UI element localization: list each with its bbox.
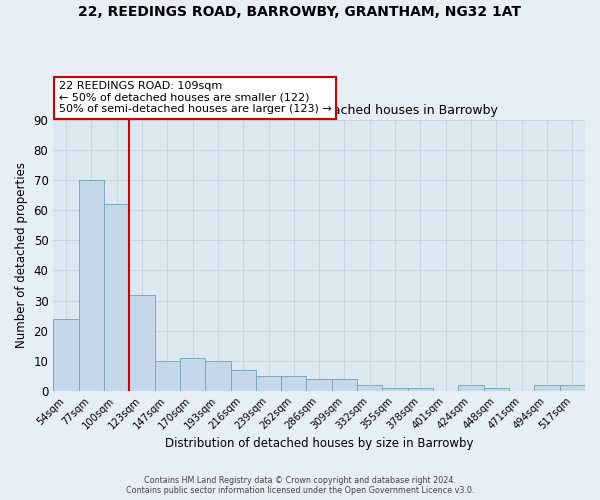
Bar — [560, 385, 585, 391]
Bar — [484, 388, 509, 391]
Text: 22 REEDINGS ROAD: 109sqm
← 50% of detached houses are smaller (122)
50% of semi-: 22 REEDINGS ROAD: 109sqm ← 50% of detach… — [59, 82, 331, 114]
Bar — [382, 388, 408, 391]
Bar — [535, 385, 560, 391]
Bar — [104, 204, 129, 391]
Bar — [256, 376, 281, 391]
Title: Size of property relative to detached houses in Barrowby: Size of property relative to detached ho… — [141, 104, 497, 118]
Bar — [180, 358, 205, 391]
Bar — [129, 294, 155, 391]
Bar — [53, 318, 79, 391]
Bar — [79, 180, 104, 391]
Bar — [155, 361, 180, 391]
Bar — [458, 385, 484, 391]
Y-axis label: Number of detached properties: Number of detached properties — [15, 162, 28, 348]
Bar — [281, 376, 307, 391]
Bar — [205, 361, 230, 391]
Bar — [357, 385, 382, 391]
Text: Contains HM Land Registry data © Crown copyright and database right 2024.
Contai: Contains HM Land Registry data © Crown c… — [126, 476, 474, 495]
Bar — [307, 379, 332, 391]
Bar — [230, 370, 256, 391]
Bar — [408, 388, 433, 391]
X-axis label: Distribution of detached houses by size in Barrowby: Distribution of detached houses by size … — [165, 437, 473, 450]
Text: 22, REEDINGS ROAD, BARROWBY, GRANTHAM, NG32 1AT: 22, REEDINGS ROAD, BARROWBY, GRANTHAM, N… — [79, 5, 521, 19]
Bar — [332, 379, 357, 391]
